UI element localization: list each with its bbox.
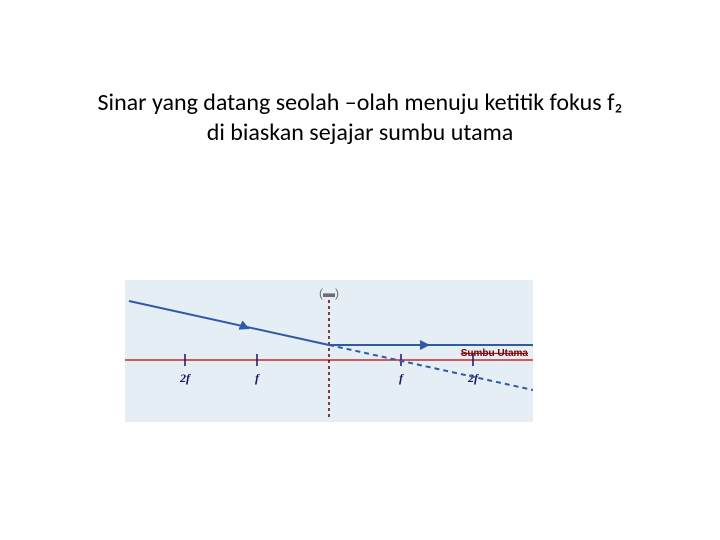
slide-title: Sinar yang datang seolah –olah menuju ke… (48, 88, 672, 148)
diagram-svg: (▬)2fff2fSumbu Utama (125, 280, 533, 422)
axis-tick-label: 2f (467, 371, 479, 385)
concave-lens-label: (▬) (319, 286, 339, 300)
axis-label: Sumbu Utama (461, 348, 529, 359)
title-line-2: di biaskan sejajar sumbu utama (207, 118, 514, 147)
axis-tick-label: 2f (179, 371, 191, 385)
lens-ray-diagram: (▬)2fff2fSumbu Utama (125, 280, 533, 422)
title-line-1: Sinar yang datang seolah –olah menuju ke… (98, 88, 623, 117)
